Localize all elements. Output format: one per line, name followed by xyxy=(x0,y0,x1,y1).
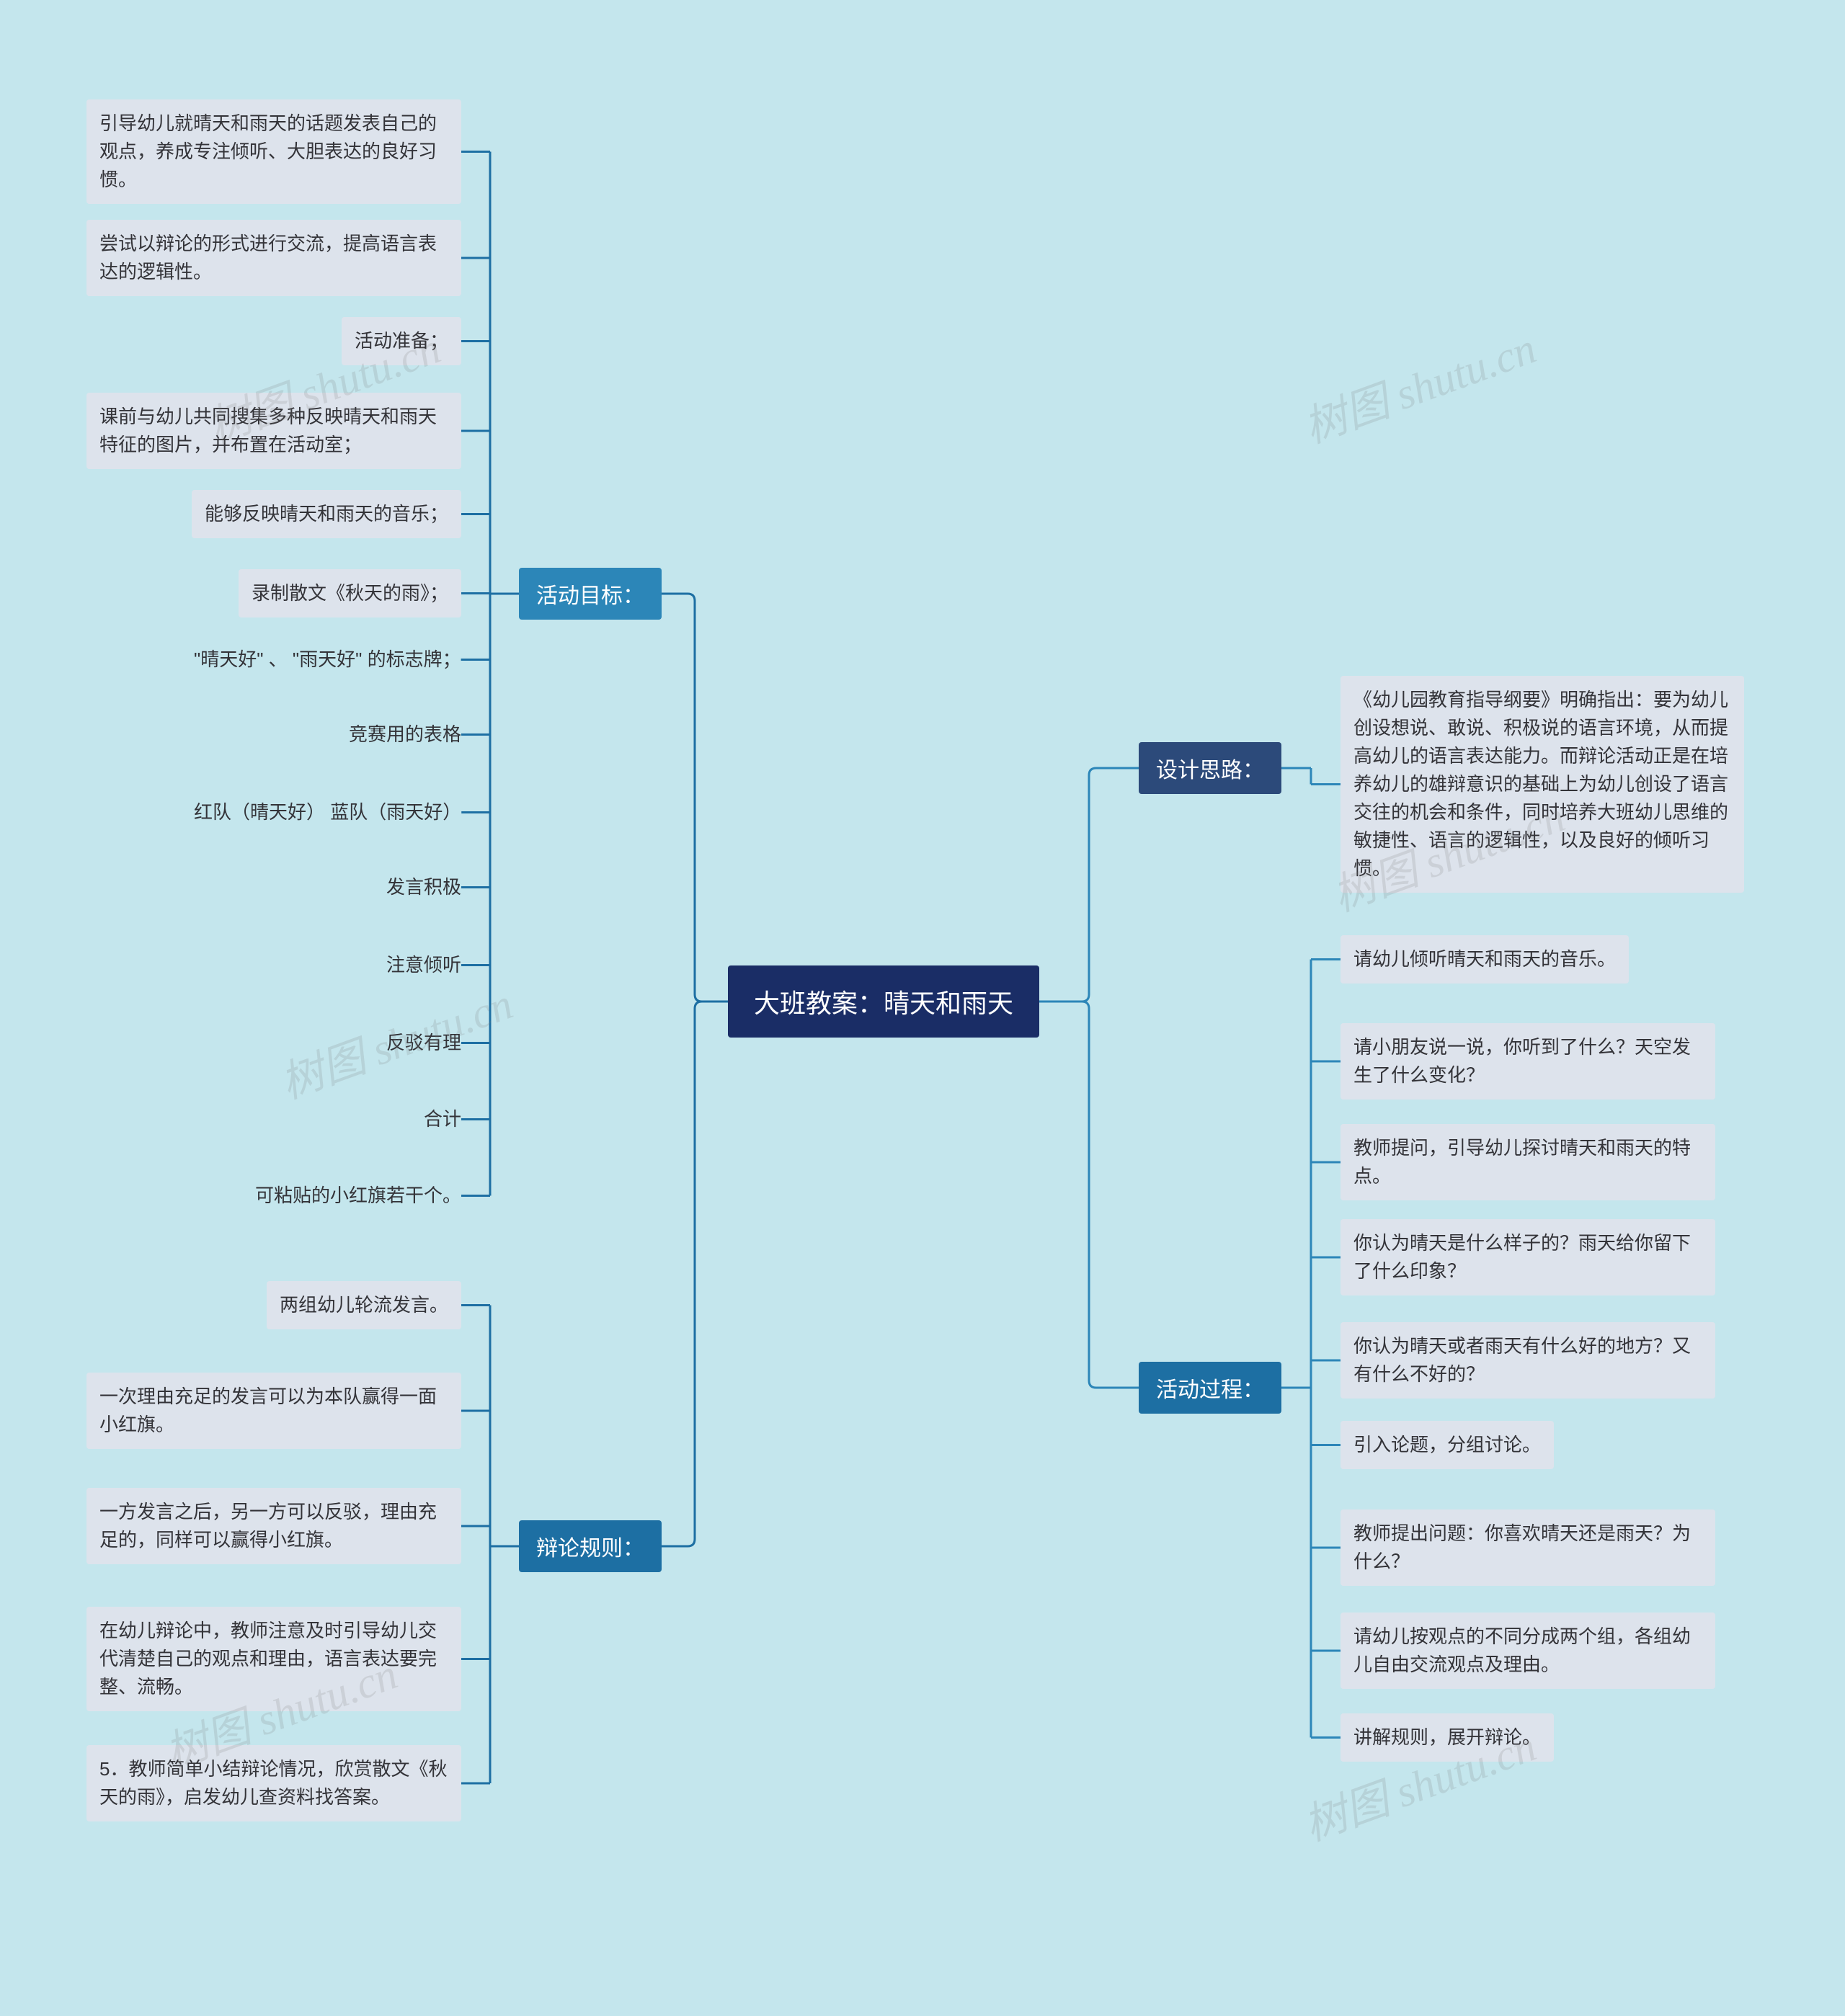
leaf-node: 反驳有理 xyxy=(386,1029,461,1057)
leaf-node: 《幼儿园教育指导纲要》明确指出：要为幼儿创设想说、敢说、积极说的语言环境，从而提… xyxy=(1341,676,1744,893)
leaf-node: "晴天好" 、 "雨天好" 的标志牌； xyxy=(194,646,461,674)
leaf-node: 合计 xyxy=(424,1105,461,1133)
leaf-node: 教师提问，引导幼儿探讨晴天和雨天的特点。 xyxy=(1341,1124,1715,1200)
leaf-node: 可粘贴的小红旗若干个。 xyxy=(255,1182,461,1210)
leaf-node: 一次理由充足的发言可以为本队赢得一面小红旗。 xyxy=(86,1373,461,1449)
leaf-node: 能够反映晴天和雨天的音乐； xyxy=(192,490,461,538)
leaf-node: 讲解规则，展开辩论。 xyxy=(1341,1713,1554,1762)
leaf-node: 一方发言之后，另一方可以反驳，理由充足的，同样可以赢得小红旗。 xyxy=(86,1488,461,1564)
leaf-node: 两组幼儿轮流发言。 xyxy=(267,1281,461,1329)
leaf-node: 请小朋友说一说，你听到了什么？天空发生了什么变化？ xyxy=(1341,1023,1715,1100)
leaf-node: 注意倾听 xyxy=(386,951,461,979)
leaf-node: 录制散文《秋天的雨》； xyxy=(239,569,461,617)
branch-design: 设计思路： xyxy=(1139,742,1281,794)
watermark: 树图 shutu.cn xyxy=(1294,313,1543,455)
branch-goals: 活动目标： xyxy=(519,568,662,620)
leaf-node: 尝试以辩论的形式进行交流，提高语言表达的逻辑性。 xyxy=(86,220,461,296)
leaf-node: 引入论题，分组讨论。 xyxy=(1341,1421,1554,1469)
leaf-node: 请幼儿倾听晴天和雨天的音乐。 xyxy=(1341,935,1629,984)
leaf-node: 活动准备； xyxy=(342,317,461,365)
leaf-node: 引导幼儿就晴天和雨天的话题发表自己的观点，养成专注倾听、大胆表达的良好习惯。 xyxy=(86,99,461,204)
branch-process: 活动过程： xyxy=(1139,1362,1281,1414)
leaf-node: 红队（晴天好） 蓝队（雨天好） xyxy=(194,798,461,826)
leaf-node: 发言积极 xyxy=(386,873,461,901)
leaf-node: 教师提出问题：你喜欢晴天还是雨天？为什么？ xyxy=(1341,1509,1715,1586)
leaf-node: 你认为晴天是什么样子的？雨天给你留下了什么印象？ xyxy=(1341,1219,1715,1295)
leaf-node: 在幼儿辩论中，教师注意及时引导幼儿交代清楚自己的观点和理由，语言表达要完整、流畅… xyxy=(86,1607,461,1711)
leaf-node: 你认为晴天或者雨天有什么好的地方？又有什么不好的？ xyxy=(1341,1322,1715,1399)
leaf-node: 请幼儿按观点的不同分成两个组，各组幼儿自由交流观点及理由。 xyxy=(1341,1613,1715,1689)
leaf-node: 课前与幼儿共同搜集多种反映晴天和雨天特征的图片，并布置在活动室； xyxy=(86,393,461,469)
root-node: 大班教案：晴天和雨天 xyxy=(728,965,1039,1038)
leaf-node: 5．教师简单小结辩论情况，欣赏散文《秋天的雨》，启发幼儿查资料找答案。 xyxy=(86,1745,461,1821)
leaf-node: 竞赛用的表格 xyxy=(349,721,461,749)
branch-rules: 辩论规则： xyxy=(519,1520,662,1572)
